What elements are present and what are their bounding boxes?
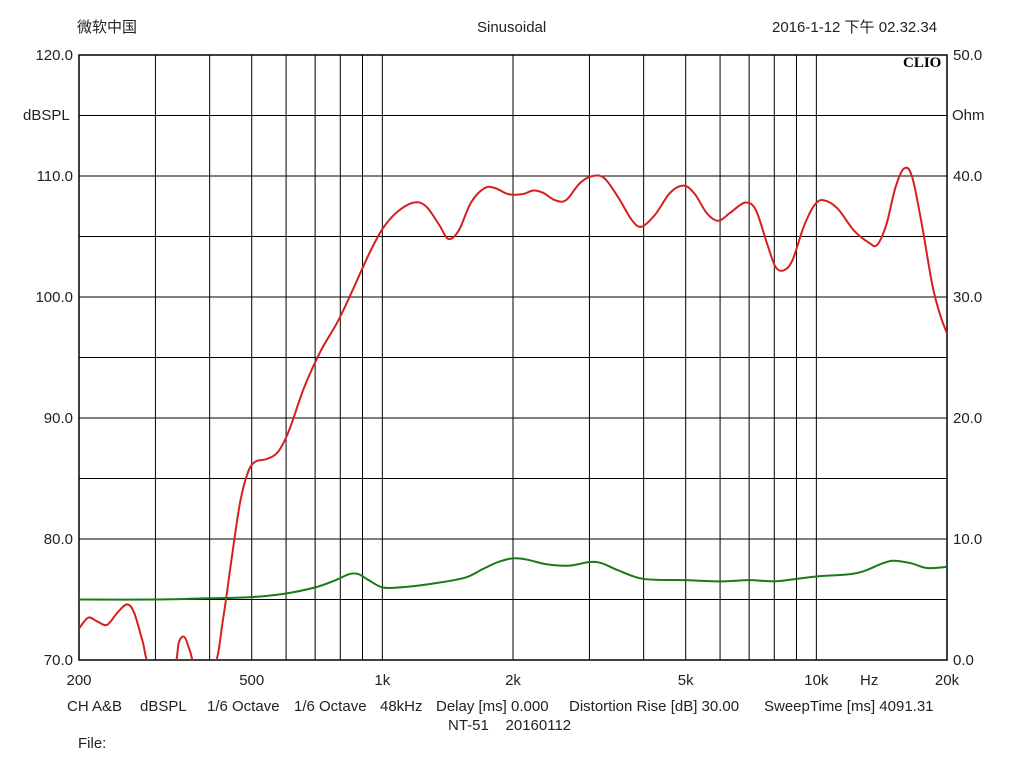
- y-right-tick-label: 30.0: [953, 289, 982, 306]
- impedance-series-line: [79, 557, 947, 601]
- x-tick-label: 2k: [505, 672, 521, 689]
- measurement-mode: Sinusoidal: [477, 19, 547, 36]
- y-left-tick-label: 110.0: [37, 168, 73, 185]
- y-left-tick-label: 70.0: [44, 652, 73, 669]
- x-tick-label: 20k: [935, 672, 960, 689]
- y-left-title: dBSPL: [23, 107, 70, 124]
- y-right-tick-label: 0.0: [953, 652, 974, 669]
- footer-sweep: SweepTime [ms] 4091.31: [764, 698, 934, 715]
- timestamp: 2016-1-12 下午 02.32.34: [772, 19, 938, 36]
- footer-channel: CH A&B: [67, 698, 123, 715]
- x-tick-label: 5k: [678, 672, 694, 689]
- y-right-tick-label: 20.0: [953, 410, 982, 427]
- plot-frame: [78, 54, 948, 661]
- spl-series-line: [79, 166, 947, 660]
- x-tick-label: 10k: [804, 672, 829, 689]
- x-unit: Hz: [860, 672, 879, 689]
- y-left-tick-label: 80.0: [44, 531, 73, 548]
- x-tick-label: 500: [239, 672, 264, 689]
- brand-logo: CLIO: [903, 55, 942, 71]
- footer-file: File:: [78, 735, 107, 752]
- app-title: 微软中国: [77, 19, 138, 36]
- footer-delay: Delay [ms] 0.000: [436, 698, 549, 715]
- x-tick-label: 200: [66, 672, 91, 689]
- x-tick-label: 1k: [374, 672, 390, 689]
- y-left-tick-label: 100.0: [35, 289, 73, 306]
- footer-note: NT-51 20160112: [448, 717, 572, 734]
- footer-smooth-1: 1/6 Octave: [207, 698, 280, 715]
- y-right-tick-label: 40.0: [953, 168, 982, 185]
- y-right-tick-label: 10.0: [953, 531, 982, 548]
- y-left-tick-label: 90.0: [44, 410, 73, 427]
- y-right-tick-label: 50.0: [953, 47, 982, 64]
- footer-rate: 48kHz: [380, 698, 423, 715]
- footer-distortion: Distortion Rise [dB] 30.00: [569, 698, 740, 715]
- y-right-title: Ohm: [952, 107, 985, 124]
- footer-smooth-2: 1/6 Octave: [294, 698, 367, 715]
- footer-unit: dBSPL: [140, 698, 187, 715]
- y-left-tick-label: 120.0: [35, 47, 73, 64]
